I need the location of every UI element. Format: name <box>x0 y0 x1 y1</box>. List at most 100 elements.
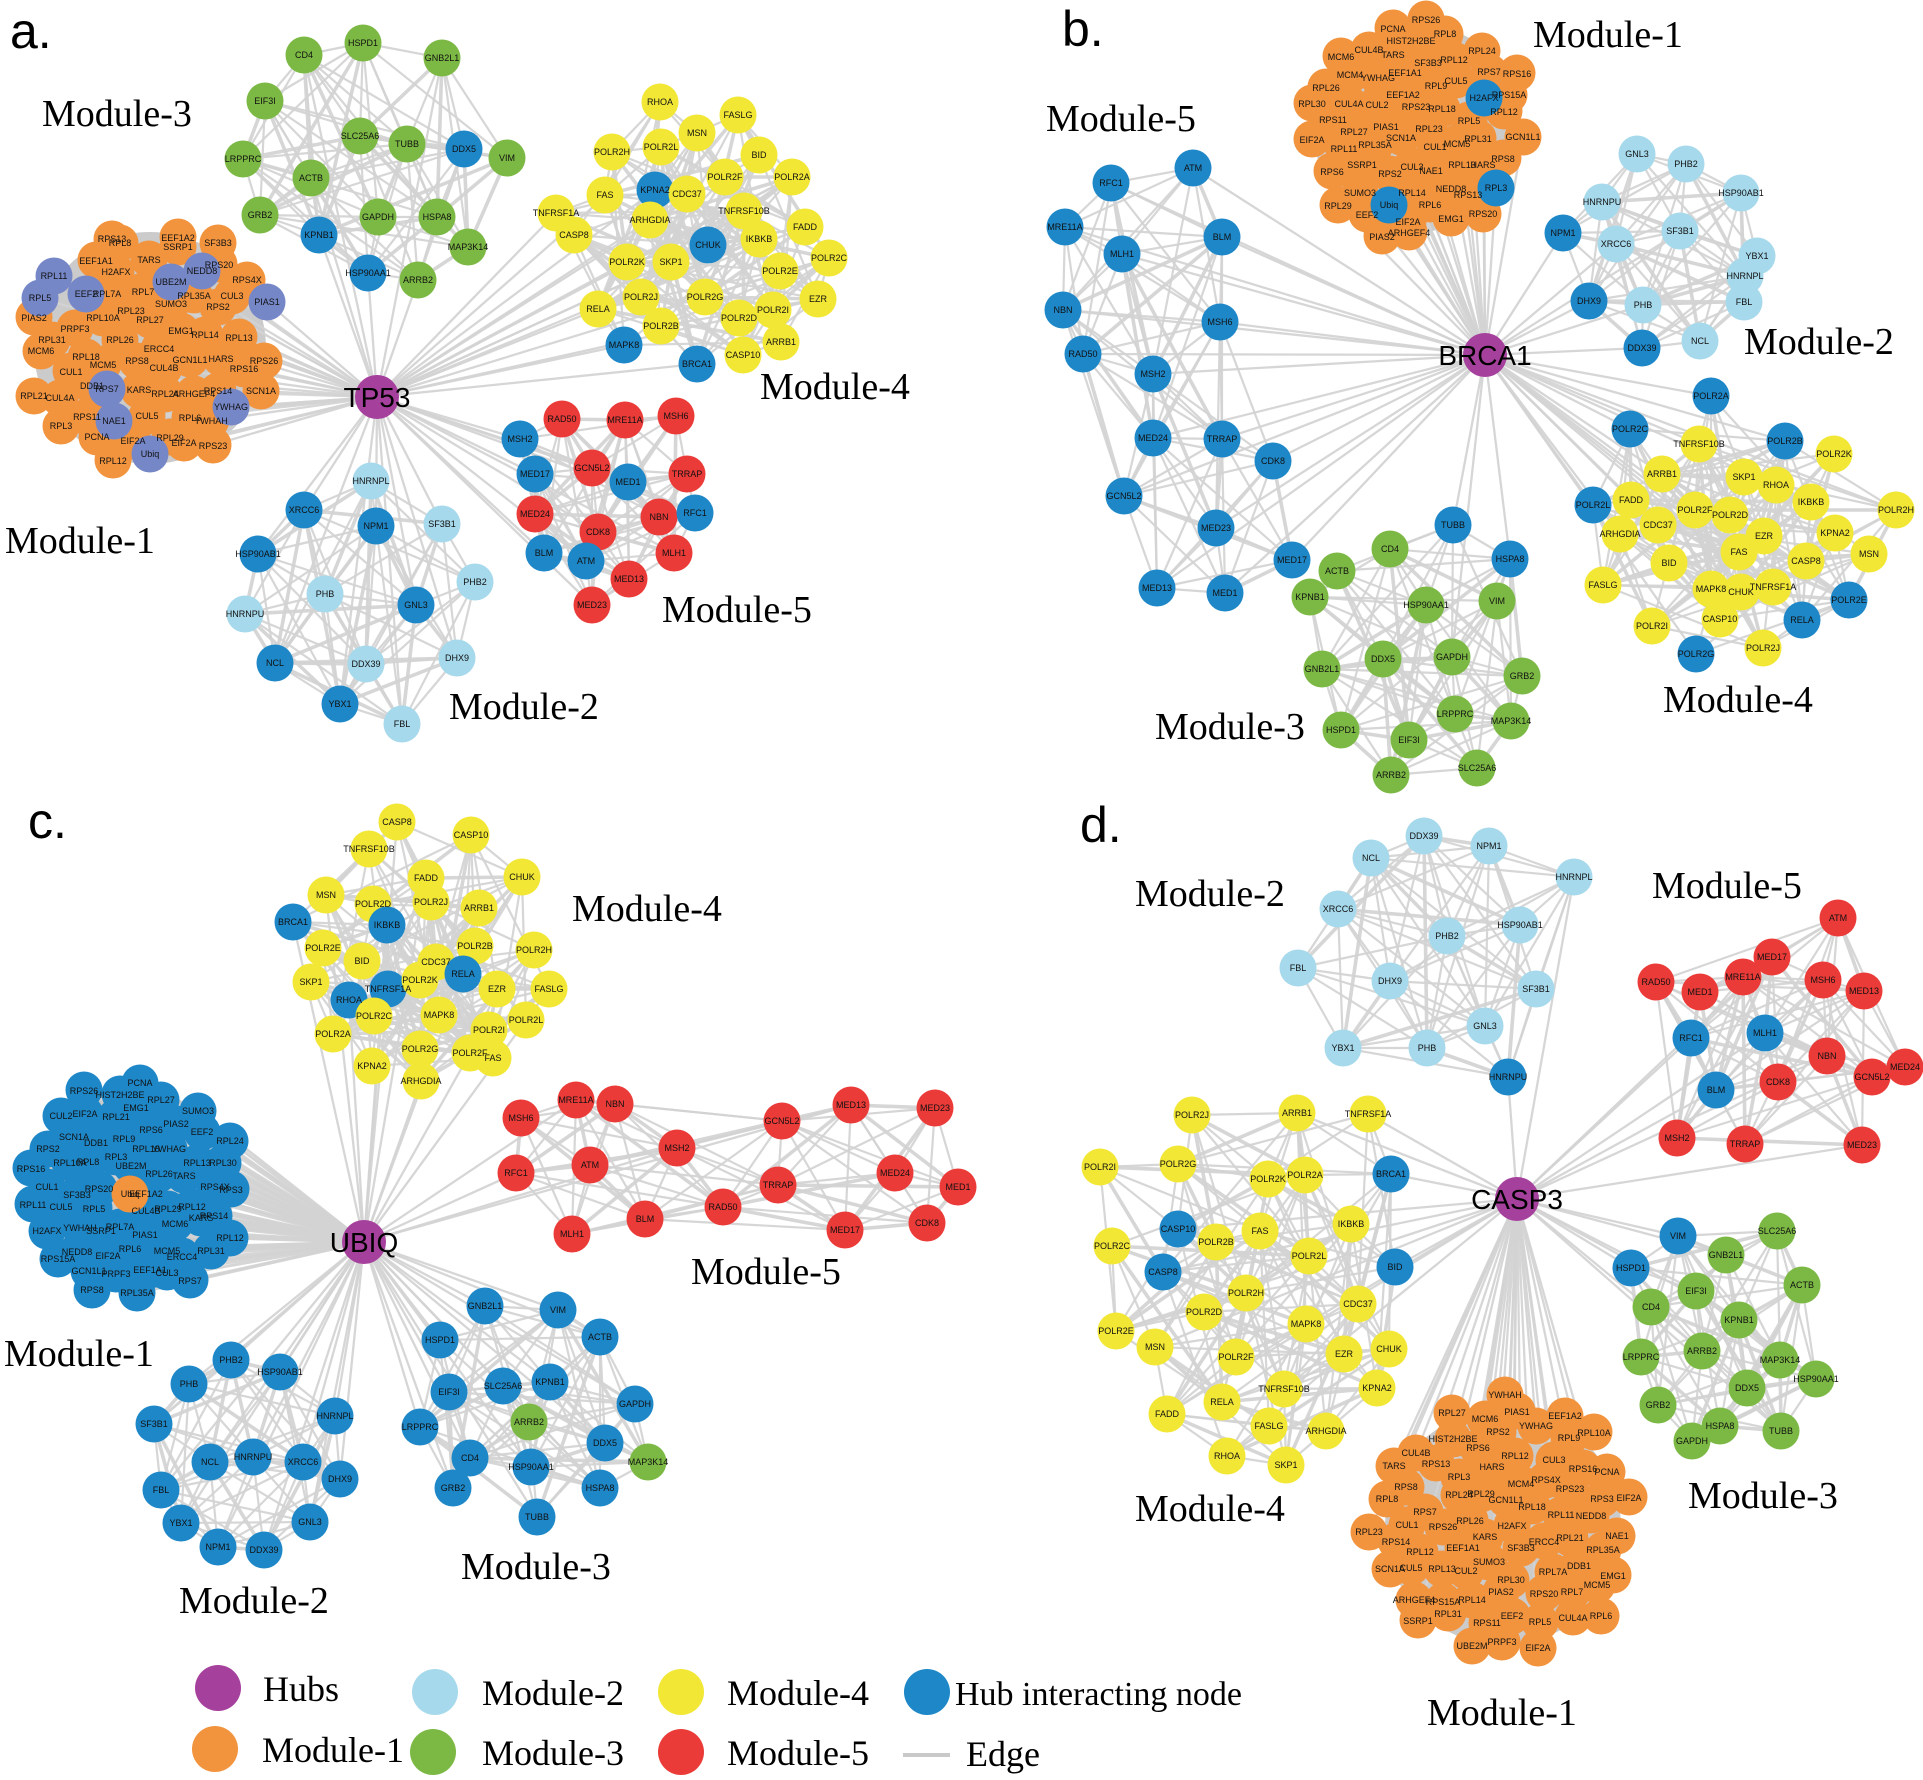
svg-text:Module-5: Module-5 <box>727 1733 869 1773</box>
svg-text:RPS7: RPS7 <box>1477 67 1501 77</box>
svg-text:RPL12: RPL12 <box>99 456 127 466</box>
svg-text:RPL31: RPL31 <box>38 335 66 345</box>
svg-text:CD4: CD4 <box>1381 544 1399 554</box>
svg-text:MRE11A: MRE11A <box>558 1095 593 1105</box>
svg-text:MED24: MED24 <box>1138 433 1168 443</box>
svg-text:FAS: FAS <box>484 1053 501 1063</box>
svg-text:NBN: NBN <box>1053 305 1072 315</box>
svg-text:MSN: MSN <box>1859 549 1879 559</box>
svg-text:EEF1A2: EEF1A2 <box>1386 90 1420 100</box>
svg-text:ARRB1: ARRB1 <box>464 903 494 913</box>
svg-text:ARRB2: ARRB2 <box>1376 770 1406 780</box>
svg-text:RPL18: RPL18 <box>1428 104 1456 114</box>
svg-text:ACTB: ACTB <box>299 173 323 183</box>
svg-text:CUL4B: CUL4B <box>1354 45 1383 55</box>
svg-text:RPL11: RPL11 <box>20 1200 47 1210</box>
svg-text:POLR2K: POLR2K <box>402 975 438 985</box>
svg-text:TRRAP: TRRAP <box>1207 434 1238 444</box>
svg-text:BID: BID <box>751 150 767 160</box>
svg-text:EIF3I: EIF3I <box>438 1387 460 1397</box>
svg-text:NPM1: NPM1 <box>205 1542 230 1552</box>
svg-text:RPS26: RPS26 <box>70 1086 99 1096</box>
svg-text:DDX5: DDX5 <box>593 1438 617 1448</box>
svg-text:ARHGDIA: ARHGDIA <box>400 1076 441 1086</box>
svg-text:RPL26: RPL26 <box>1312 83 1340 93</box>
svg-text:ARHGDIA: ARHGDIA <box>1305 1426 1346 1436</box>
svg-text:GRB2: GRB2 <box>248 210 273 220</box>
svg-text:YWHAG: YWHAG <box>152 1144 186 1154</box>
svg-text:Module-4: Module-4 <box>760 366 910 408</box>
svg-text:RPL13: RPL13 <box>1428 1564 1456 1574</box>
svg-text:CASP8: CASP8 <box>559 230 589 240</box>
svg-text:MSN: MSN <box>1145 1342 1165 1352</box>
svg-text:HSPD1: HSPD1 <box>348 38 378 48</box>
svg-text:HNRNPL: HNRNPL <box>352 476 389 486</box>
svg-text:PRPF3: PRPF3 <box>1487 1637 1516 1647</box>
svg-text:GCN1L1: GCN1L1 <box>71 1266 106 1276</box>
svg-text:FBL: FBL <box>394 719 411 729</box>
svg-text:NCL: NCL <box>1691 336 1709 346</box>
svg-text:EEF2: EEF2 <box>75 289 98 299</box>
svg-text:RPS11: RPS11 <box>73 412 101 422</box>
svg-text:POLR2F: POLR2F <box>1218 1352 1254 1362</box>
svg-text:HSPA8: HSPA8 <box>1706 1421 1735 1431</box>
svg-text:MSH6: MSH6 <box>1810 975 1835 985</box>
svg-text:POLR2H: POLR2H <box>1878 505 1914 515</box>
svg-text:RFC1: RFC1 <box>1099 178 1123 188</box>
svg-text:MED1: MED1 <box>615 477 640 487</box>
svg-text:RPL5: RPL5 <box>1529 1617 1552 1627</box>
svg-text:NCL: NCL <box>201 1457 219 1467</box>
svg-text:POLR2I: POLR2I <box>473 1025 505 1035</box>
svg-text:POLR2J: POLR2J <box>1746 643 1780 653</box>
svg-text:POLR2K: POLR2K <box>1250 1174 1286 1184</box>
svg-text:ARRB2: ARRB2 <box>403 275 433 285</box>
svg-text:GNB2L1: GNB2L1 <box>1709 1250 1744 1260</box>
svg-text:RPL24: RPL24 <box>216 1136 244 1146</box>
svg-text:HIST2H2BE: HIST2H2BE <box>1428 1434 1477 1444</box>
svg-text:NAE1: NAE1 <box>1419 166 1443 176</box>
svg-text:PCNA: PCNA <box>1594 1467 1619 1477</box>
svg-text:DDX39: DDX39 <box>249 1545 278 1555</box>
svg-text:CDC37: CDC37 <box>1343 1299 1373 1309</box>
svg-text:RPS23: RPS23 <box>1402 102 1431 112</box>
svg-text:RPS11: RPS11 <box>1319 115 1347 125</box>
svg-text:NPM1: NPM1 <box>1476 841 1501 851</box>
svg-text:POLR2G: POLR2G <box>687 292 724 302</box>
svg-text:HSPA8: HSPA8 <box>586 1483 615 1493</box>
svg-text:PCNA: PCNA <box>84 432 109 442</box>
svg-text:FASLG: FASLG <box>534 984 563 994</box>
svg-text:HSP90AB1: HSP90AB1 <box>257 1367 303 1377</box>
svg-text:FADD: FADD <box>1155 1409 1180 1419</box>
svg-text:YWHAH: YWHAH <box>194 416 228 426</box>
svg-text:KARS: KARS <box>127 385 152 395</box>
svg-text:POLR2G: POLR2G <box>1678 649 1715 659</box>
svg-text:RPL27: RPL27 <box>147 1095 175 1105</box>
svg-text:Ubiq: Ubiq <box>141 449 160 459</box>
svg-text:RELA: RELA <box>1790 615 1814 625</box>
svg-text:RPL3: RPL3 <box>1485 183 1508 193</box>
svg-text:TNFRSF1A: TNFRSF1A <box>533 208 580 218</box>
svg-text:EIF2A: EIF2A <box>95 1251 120 1261</box>
svg-text:RAD50: RAD50 <box>1641 977 1670 987</box>
svg-text:MED13: MED13 <box>836 1100 866 1110</box>
svg-text:FASLG: FASLG <box>723 110 752 120</box>
svg-text:NBN: NBN <box>649 512 668 522</box>
svg-text:RPS23: RPS23 <box>1556 1484 1585 1494</box>
svg-text:POLR2L: POLR2L <box>509 1015 544 1025</box>
svg-text:PRPF3: PRPF3 <box>60 324 89 334</box>
svg-text:HARS: HARS <box>1479 1462 1504 1472</box>
svg-text:ARRB1: ARRB1 <box>1282 1108 1312 1118</box>
svg-text:RPS2: RPS2 <box>36 1144 60 1154</box>
svg-text:EIF2A: EIF2A <box>72 1109 97 1119</box>
svg-text:CUL2: CUL2 <box>49 1111 72 1121</box>
svg-text:RHOA: RHOA <box>336 995 362 1005</box>
svg-text:PHB: PHB <box>180 1379 199 1389</box>
svg-text:SCN1A: SCN1A <box>246 386 276 396</box>
svg-text:MCM5: MCM5 <box>1584 1580 1611 1590</box>
svg-text:RAD50: RAD50 <box>547 414 576 424</box>
svg-text:Module-5: Module-5 <box>662 589 812 631</box>
svg-text:d.: d. <box>1080 797 1122 853</box>
svg-text:TNFRSF1A: TNFRSF1A <box>1750 582 1797 592</box>
svg-text:MLH1: MLH1 <box>1110 249 1134 259</box>
svg-text:TNFRSF10B: TNFRSF10B <box>1258 1384 1310 1394</box>
